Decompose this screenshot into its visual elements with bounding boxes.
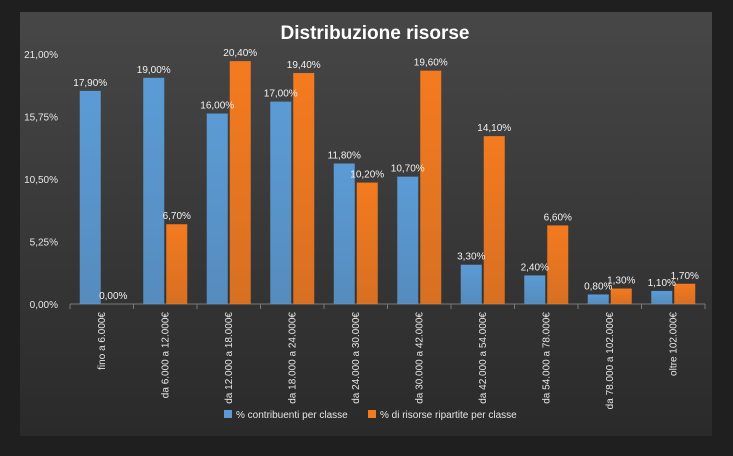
bar-series-2 [166, 224, 188, 304]
x-category-label: da 54.000 a 78.000€ [541, 312, 552, 404]
data-label-series-2: 10,20% [350, 170, 384, 181]
data-label-series-2: 19,60% [414, 58, 448, 69]
y-axis: 0,00% 5,25% 10,50% 15,75% 21,00% [24, 50, 58, 311]
data-label-series-1: 3,30% [457, 252, 485, 263]
bar-series-2 [229, 61, 251, 305]
data-label-series-1: 10,70% [391, 164, 425, 175]
y-tick-label: 5,25% [30, 238, 58, 249]
data-label-series-2: 20,40% [223, 48, 257, 59]
bar-chart: Distribuzione risorse 0,00% 5,25% 10,50% 15… [24, 23, 706, 421]
bar-series-2 [356, 182, 378, 304]
legend-swatch-series-2 [368, 410, 376, 418]
bars [79, 61, 696, 305]
x-category-label: da 18.000 a 24.000€ [287, 312, 298, 404]
data-label-series-1: 0,80% [584, 281, 612, 292]
data-label-series-1: 1,10% [648, 278, 676, 289]
data-label-series-2: 1,30% [607, 276, 635, 287]
legend-swatch-series-1 [224, 410, 232, 418]
chart-title: Distribuzione risorse [281, 23, 470, 44]
data-label-series-1: 17,90% [73, 78, 107, 89]
data-label-series-1: 11,80% [328, 151, 361, 162]
bar-series-1 [651, 290, 673, 304]
bar-series-2 [610, 288, 632, 304]
x-category-label: fino a 6.000€ [97, 312, 108, 370]
bar-series-1 [524, 275, 546, 304]
data-label-series-1: 16,00% [200, 101, 234, 112]
bar-series-2 [547, 225, 569, 304]
data-label-series-2: 6,70% [163, 211, 191, 222]
bar-series-2 [293, 73, 315, 304]
category-labels: fino a 6.000€ da 6.000 a 12.000€ da 12.000… [97, 312, 680, 410]
data-label-series-2: 0,00% [99, 291, 127, 302]
bar-series-1 [206, 113, 228, 305]
legend-label-series-1: % contribuenti per classe [236, 410, 348, 421]
x-category-label: da 78.000 a 102.000€ [605, 312, 616, 410]
bar-series-1 [397, 176, 419, 304]
x-category-label: da 24.000 a 30.000€ [351, 312, 362, 404]
y-tick-label: 15,75% [24, 113, 58, 124]
bar-series-2 [674, 283, 696, 304]
y-tick-label: 21,00% [24, 50, 58, 61]
bar-series-2 [420, 70, 442, 304]
x-axis [69, 303, 706, 309]
bar-series-1 [143, 77, 165, 304]
data-label-series-2: 1,70% [671, 271, 699, 282]
bar-series-1 [460, 264, 482, 304]
data-label-series-1: 17,00% [264, 89, 298, 100]
data-label-series-1: 2,40% [521, 262, 549, 273]
data-label-series-2: 19,40% [287, 60, 321, 71]
y-tick-label: 10,50% [24, 175, 58, 186]
chart-frame: Distribuzione risorse 0,00% 5,25% 10,50% 15… [20, 12, 712, 436]
data-labels: 17,90% 0,00% 19,00% 6,70% 16,00% 20,40% 17,00%… [73, 48, 699, 302]
x-category-label: da 42.000 a 54.000€ [478, 312, 489, 404]
legend-label-series-2: % di risorse ripartite per classe [380, 410, 517, 421]
bar-series-1 [270, 101, 292, 304]
data-label-series-2: 14,10% [477, 123, 511, 134]
x-category-label: da 6.000 a 12.000€ [160, 312, 171, 399]
x-category-label: oltre 102.000€ [668, 312, 679, 376]
x-category-label: da 30.000 a 42.000€ [414, 312, 425, 404]
legend: % contribuenti per classe % di risorse ri… [224, 410, 517, 421]
bar-series-1 [333, 163, 355, 304]
data-label-series-2: 6,60% [544, 212, 572, 223]
bar-series-1 [79, 90, 101, 305]
bar-series-1 [587, 294, 609, 304]
bar-series-2 [483, 136, 505, 304]
data-label-series-1: 19,00% [137, 65, 171, 76]
y-tick-label: 0,00% [30, 300, 58, 311]
x-category-label: da 12.000 a 18.000€ [224, 312, 235, 404]
